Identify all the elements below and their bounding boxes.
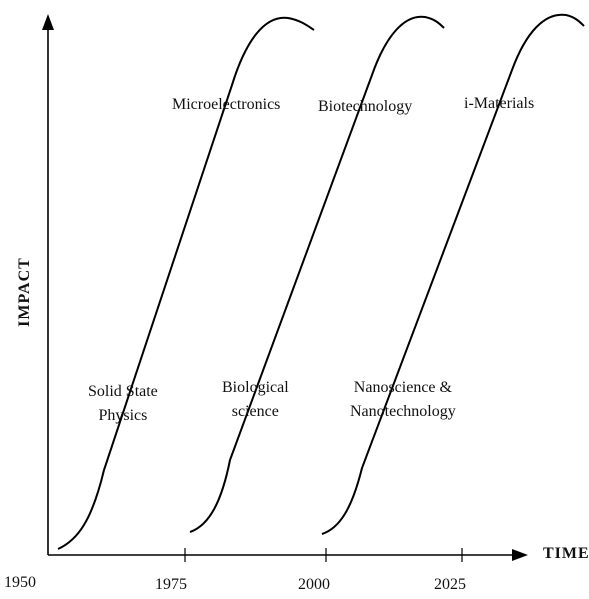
x-axis-arrowhead (512, 549, 528, 561)
label-biological-line2: science (231, 403, 279, 420)
y-axis-title: IMPACT (15, 257, 33, 327)
label-i-materials: i-Materials (464, 95, 535, 112)
x-axis-title: TIME (543, 545, 589, 562)
x-tick-label-1975: 1975 (155, 576, 187, 593)
s-curve-2 (189, 15, 445, 533)
label-solid-state-physics: Solid State Physics (88, 380, 158, 428)
label-solid-state-line1: Solid State (88, 383, 158, 400)
label-solid-state-line2: Physics (98, 407, 148, 424)
label-biological-science: Biological science (222, 376, 289, 424)
label-nanoscience-nanotechnology: Nanoscience & Nanotechnology (350, 376, 456, 424)
label-nano-line2: Nanotechnology (350, 403, 456, 420)
x-tick-label-1950: 1950 (4, 574, 36, 591)
s-curve-3 (321, 13, 585, 535)
s-curve-1 (57, 16, 315, 550)
label-biological-line1: Biological (222, 379, 289, 396)
label-nano-line1: Nanoscience & (353, 379, 452, 396)
y-axis-arrowhead (42, 14, 54, 30)
x-tick-label-2025: 2025 (434, 576, 466, 593)
label-biotechnology: Biotechnology (318, 98, 413, 115)
x-tick-label-2000: 2000 (298, 576, 330, 593)
label-microelectronics: Microelectronics (172, 96, 281, 113)
